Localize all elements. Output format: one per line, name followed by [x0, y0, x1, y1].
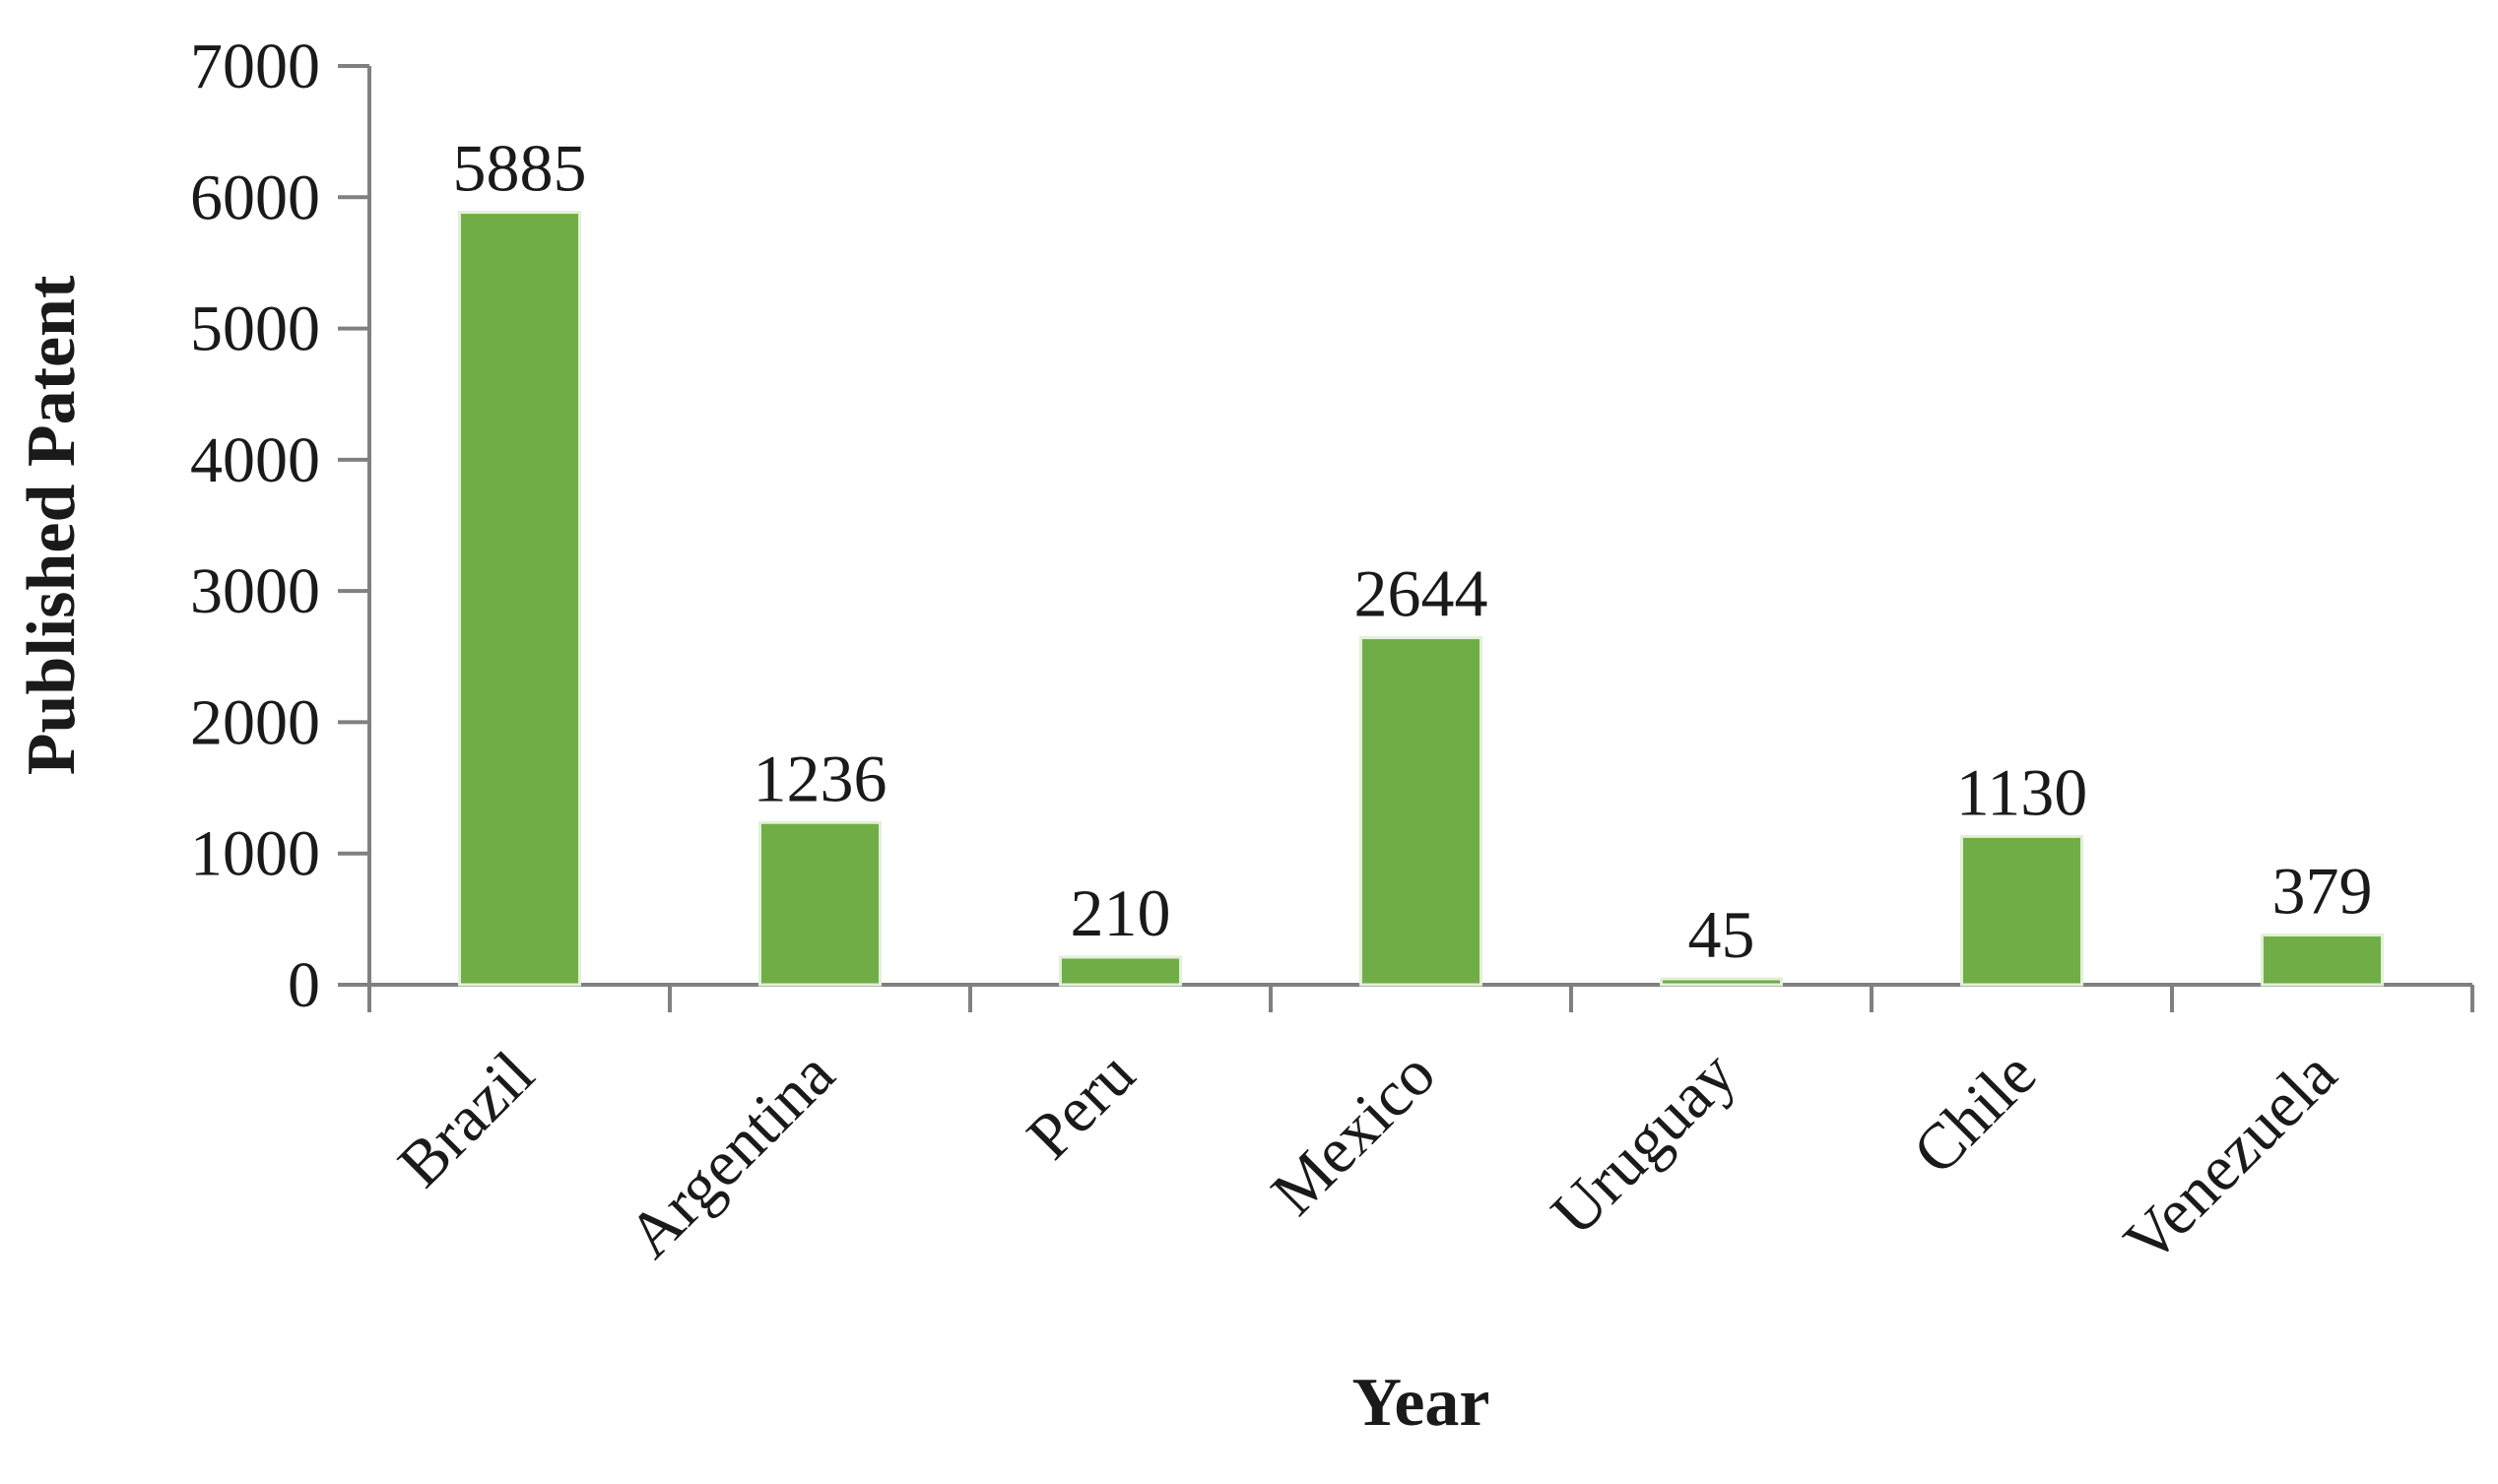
y-axis-title: Published Patent	[14, 276, 90, 776]
x-axis	[367, 983, 2474, 1012]
x-tick-label: Argentina	[615, 1038, 848, 1271]
bar-uruguay	[1660, 977, 1783, 987]
data-label-venezuela: 379	[2272, 853, 2373, 928]
data-label-peru: 210	[1071, 875, 1171, 950]
y-tick-label: 7000	[190, 31, 320, 102]
x-tick-label: Chile	[1899, 1038, 2050, 1189]
data-label-brazil: 5885	[453, 131, 587, 206]
y-axis: 0 1000 2000 3000 4000 5000 6000 7000	[190, 31, 371, 1021]
data-label-uruguay: 45	[1688, 897, 1755, 972]
bars	[458, 211, 2384, 987]
x-axis-title: Year	[1352, 1365, 1490, 1441]
x-tick-label: Brazil	[384, 1038, 548, 1201]
y-tick-label: 1000	[190, 818, 320, 890]
data-label-chile: 1130	[1956, 754, 2087, 829]
y-tick-label: 4000	[190, 424, 320, 496]
data-label-mexico: 2644	[1354, 556, 1488, 631]
x-tick-label: Peru	[1014, 1038, 1149, 1173]
bar-argentina	[758, 820, 882, 987]
bar-brazil	[458, 211, 581, 987]
data-label-argentina: 1236	[754, 741, 887, 815]
bar-venezuela	[2261, 933, 2384, 987]
y-tick-label: 2000	[190, 686, 320, 758]
y-tick-label: 3000	[190, 555, 320, 627]
category-labels: Brazil Argentina Peru Mexico Uruguay Chile Ven…	[384, 1038, 2350, 1277]
bar-mexico	[1359, 636, 1482, 987]
x-tick-label: Uruguay	[1538, 1038, 1749, 1250]
y-tick-label: 5000	[190, 293, 320, 365]
x-tick-label: Mexico	[1258, 1038, 1449, 1229]
bar-peru	[1059, 955, 1182, 987]
bar-chile	[1960, 834, 2083, 987]
data-labels: 5885 1236 210 2644 45 1130 379	[453, 131, 2373, 972]
y-tick-label: 0	[288, 949, 320, 1021]
x-tick-label: Venezuela	[2111, 1038, 2350, 1277]
y-tick-label: 6000	[190, 161, 320, 233]
